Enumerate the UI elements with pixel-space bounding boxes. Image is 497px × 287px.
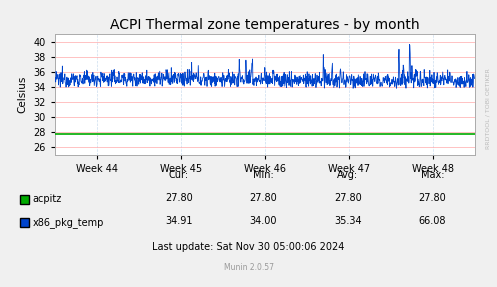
Text: Last update: Sat Nov 30 05:00:06 2024: Last update: Sat Nov 30 05:00:06 2024 — [152, 242, 345, 252]
Text: x86_pkg_temp: x86_pkg_temp — [33, 217, 104, 228]
Text: Munin 2.0.57: Munin 2.0.57 — [224, 263, 273, 272]
Text: 35.34: 35.34 — [334, 216, 362, 226]
Title: ACPI Thermal zone temperatures - by month: ACPI Thermal zone temperatures - by mont… — [110, 18, 419, 32]
Text: 27.80: 27.80 — [418, 193, 446, 203]
Text: 27.80: 27.80 — [249, 193, 277, 203]
Text: 66.08: 66.08 — [418, 216, 446, 226]
Text: Min:: Min: — [253, 170, 274, 180]
Text: 27.80: 27.80 — [334, 193, 362, 203]
Text: Max:: Max: — [420, 170, 444, 180]
Text: 27.80: 27.80 — [165, 193, 193, 203]
Text: Avg:: Avg: — [337, 170, 358, 180]
Text: 34.91: 34.91 — [165, 216, 193, 226]
Text: Cur:: Cur: — [169, 170, 189, 180]
Text: RRDTOOL / TOBI OETIKER: RRDTOOL / TOBI OETIKER — [486, 69, 491, 150]
Text: 34.00: 34.00 — [249, 216, 277, 226]
Y-axis label: Celsius: Celsius — [18, 76, 28, 113]
Text: acpitz: acpitz — [33, 195, 62, 204]
